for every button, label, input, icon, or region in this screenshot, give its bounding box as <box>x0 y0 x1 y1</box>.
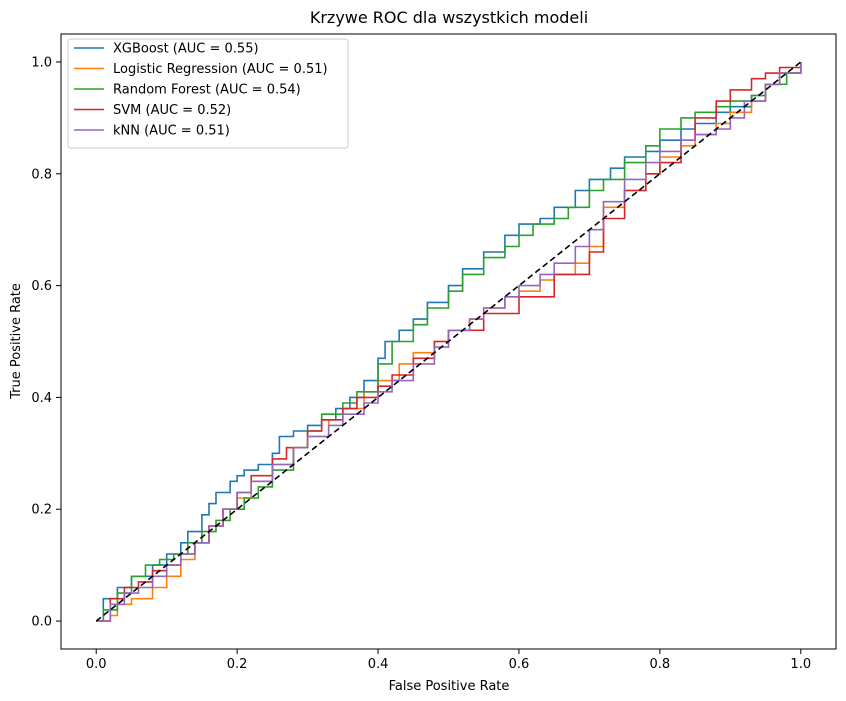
x-tick-label: 0.0 <box>86 657 107 672</box>
chance-line <box>95 61 802 622</box>
y-tick-label: 0.0 <box>31 615 52 630</box>
legend-label-4: kNN (AUC = 0.51) <box>113 124 230 139</box>
series-line-2 <box>96 62 802 622</box>
plot-area <box>60 33 837 650</box>
y-tick-label: 0.6 <box>31 279 52 294</box>
legend-label-0: XGBoost (AUC = 0.55) <box>113 42 259 57</box>
x-axis: 0.0 0.2 0.4 0.6 0.8 1.0 <box>86 649 811 672</box>
legend-label-3: SVM (AUC = 0.52) <box>113 103 231 118</box>
legend-label-2: Random Forest (AUC = 0.54) <box>113 83 301 98</box>
x-tick-label: 0.4 <box>368 657 389 672</box>
y-axis: 0.0 0.2 0.4 0.6 0.8 1.0 <box>31 55 61 630</box>
y-tick-label: 0.2 <box>31 503 52 518</box>
y-tick-label: 0.8 <box>31 167 52 182</box>
x-tick-label: 0.8 <box>650 657 671 672</box>
chart-title: Krzywe ROC dla wszystkich modeli <box>310 8 588 27</box>
x-axis-label: False Positive Rate <box>389 679 510 694</box>
y-axis-label: True Positive Rate <box>9 283 24 400</box>
x-tick-label: 0.6 <box>509 657 530 672</box>
x-tick-label: 0.2 <box>227 657 248 672</box>
legend: XGBoost (AUC = 0.55) Logistic Regression … <box>67 38 349 149</box>
y-tick-label: 1.0 <box>31 55 52 70</box>
plot-frame <box>60 33 837 650</box>
legend-box <box>67 38 349 149</box>
x-tick-label: 1.0 <box>790 657 811 672</box>
legend-label-1: Logistic Regression (AUC = 0.51) <box>113 62 328 77</box>
y-tick-label: 0.4 <box>31 391 52 406</box>
